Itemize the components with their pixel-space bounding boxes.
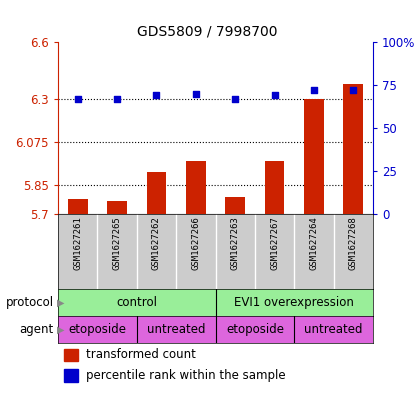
Text: protocol: protocol [6, 296, 54, 309]
Bar [107, 200, 127, 214]
Text: GSM1627261: GSM1627261 [73, 216, 82, 270]
Bar [64, 369, 78, 382]
Text: percentile rank within the sample: percentile rank within the sample [86, 369, 286, 382]
Text: etoposide: etoposide [68, 323, 127, 336]
Bar [64, 349, 78, 362]
Text: untreated: untreated [304, 323, 363, 336]
Point [74, 95, 81, 102]
Text: etoposide: etoposide [226, 323, 284, 336]
Text: GSM1627268: GSM1627268 [349, 216, 358, 270]
Text: GDS5809 / 7998700: GDS5809 / 7998700 [137, 24, 278, 38]
Text: untreated: untreated [147, 323, 205, 336]
Text: GSM1627266: GSM1627266 [191, 216, 200, 270]
Text: transformed count: transformed count [86, 349, 196, 362]
Bar [265, 162, 284, 214]
Point [271, 92, 278, 99]
Text: agent: agent [20, 323, 54, 336]
Bar [146, 172, 166, 214]
Bar [186, 162, 206, 214]
Text: EVI1 overexpression: EVI1 overexpression [234, 296, 354, 309]
Bar [68, 199, 88, 214]
Text: ▶: ▶ [57, 298, 65, 307]
Text: GSM1627262: GSM1627262 [152, 216, 161, 270]
Text: ▶: ▶ [57, 325, 65, 334]
Text: GSM1627264: GSM1627264 [310, 216, 318, 270]
Point [350, 87, 356, 93]
Point [310, 87, 317, 93]
Bar [225, 197, 245, 214]
Text: GSM1627263: GSM1627263 [231, 216, 240, 270]
Point [193, 90, 199, 97]
Bar [344, 84, 363, 214]
Text: GSM1627267: GSM1627267 [270, 216, 279, 270]
Point [153, 92, 160, 99]
Text: GSM1627265: GSM1627265 [112, 216, 122, 270]
Point [114, 95, 120, 102]
Bar [304, 99, 324, 214]
Point [232, 95, 239, 102]
Text: control: control [116, 296, 157, 309]
